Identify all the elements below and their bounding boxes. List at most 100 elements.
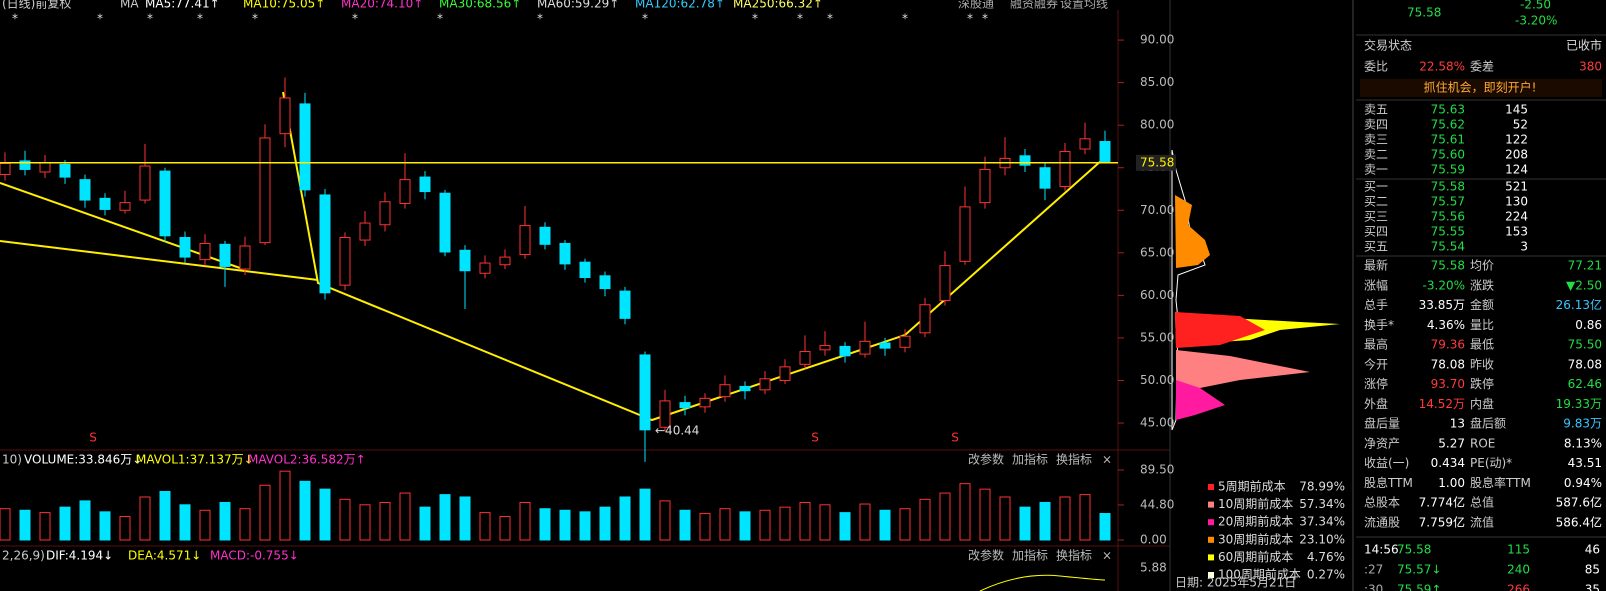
ma-legend: MA60:59.29↑: [537, 0, 619, 11]
y-tick-label: 90.00: [1140, 33, 1174, 47]
stat-label: 盘后额: [1470, 416, 1506, 431]
stat-label: 流值: [1470, 515, 1494, 530]
signal-marker: S: [89, 431, 97, 445]
stat-label: 金额: [1470, 297, 1494, 312]
volume-bar: [599, 506, 611, 541]
candle-body: [239, 245, 251, 270]
stat-label: 换手*: [1364, 318, 1394, 332]
panel-button[interactable]: 换指标: [1056, 548, 1092, 563]
volume-bar: [499, 516, 511, 541]
stat-value: 0.94%: [1564, 476, 1602, 490]
trendline: [282, 91, 1103, 422]
volume-bar: [619, 496, 631, 541]
stat-value: ▼2.50: [1566, 278, 1602, 292]
candle-body: [139, 165, 151, 201]
volume-bar: [359, 504, 371, 541]
v-tick-label: 89.50: [1140, 463, 1174, 477]
legend-value: 23.10%: [1299, 532, 1345, 546]
volume-bar: [339, 498, 351, 541]
stat-label: 股息率TTM: [1470, 475, 1531, 490]
macd-legend: DEA:4.571↓: [128, 549, 201, 563]
stat-label: 量比: [1470, 318, 1494, 332]
volume-bar: [979, 488, 991, 541]
macd-legend: 2,26,9): [2, 549, 45, 563]
stat-label: 涨跌: [1470, 277, 1494, 292]
book-label: 买四: [1364, 225, 1388, 239]
stat-value: 79.36: [1431, 338, 1465, 352]
panel-button[interactable]: 加指标: [1012, 452, 1048, 467]
volume-legend: MAVOL1:37.137万↓: [136, 453, 254, 467]
ma-legend: MA5:77.41↑: [145, 0, 220, 11]
low-annotation: ←40.44: [655, 424, 699, 438]
volume-bar: [1019, 506, 1031, 541]
volume-bar: [139, 496, 151, 541]
panel-button[interactable]: 换指标: [1056, 452, 1092, 467]
panel-button[interactable]: 改参数: [968, 452, 1004, 467]
book-volume: 130: [1505, 195, 1528, 209]
y-tick-label: 70.00: [1140, 203, 1174, 217]
top-button[interactable]: 设置均线: [1060, 0, 1108, 11]
stat-value: 4.36%: [1427, 318, 1465, 332]
volume-bar: [439, 494, 451, 541]
legend-swatch: [1208, 536, 1214, 543]
macd-curve: [979, 574, 1106, 591]
stat-value: 43.51: [1568, 456, 1602, 470]
stat-label: 最新: [1364, 258, 1388, 273]
candle-body: [419, 176, 431, 193]
volume-bar: [119, 516, 131, 541]
book-label: 买三: [1364, 210, 1388, 224]
stat-label: 涨停: [1364, 376, 1388, 391]
volume-legend: VOLUME:33.846万↓: [24, 453, 142, 467]
legend-value: 0.27%: [1307, 568, 1345, 582]
book-volume: 122: [1505, 133, 1528, 147]
promo-bg[interactable]: [1360, 79, 1602, 97]
candle-body: [439, 192, 451, 253]
candle-body: [19, 160, 31, 170]
stat-value: 7.759亿: [1419, 515, 1465, 530]
candle-body: [719, 384, 731, 398]
stat-value: 8.13%: [1564, 436, 1602, 450]
stat-label: 总股本: [1364, 496, 1400, 510]
candle-body: [959, 206, 971, 262]
legend-label: 30周期前成本: [1218, 531, 1293, 546]
legend-swatch: [1208, 484, 1214, 490]
book-volume: 224: [1505, 210, 1528, 224]
candle-body: [579, 261, 591, 279]
panel-button[interactable]: ×: [1102, 453, 1112, 467]
top-button[interactable]: 深股通: [958, 0, 994, 11]
volume-bar: [219, 501, 231, 541]
status-value: 已收市: [1566, 38, 1602, 53]
y-tick-label: 55.00: [1140, 330, 1174, 344]
macd-legend: MACD:-0.755↓: [210, 549, 299, 563]
stat-value: -3.20%: [1423, 278, 1465, 292]
ma-legend: MA120:62.78↑: [635, 0, 725, 11]
ma-legend: MA10:75.05↑: [243, 0, 325, 11]
star-marker: *: [797, 12, 803, 26]
stat-value: 62.46: [1568, 377, 1602, 391]
chip-band: [1175, 312, 1265, 348]
volume-bar: [579, 511, 591, 541]
candle-body: [859, 340, 871, 355]
volume-bar: [939, 492, 951, 541]
panel-button[interactable]: 加指标: [1012, 548, 1048, 563]
book-price: 75.63: [1431, 103, 1465, 117]
volume-bar: [819, 504, 831, 541]
v-tick-label: 44.80: [1140, 497, 1174, 511]
panel-button[interactable]: 改参数: [968, 548, 1004, 563]
star-marker: *: [97, 12, 103, 26]
stat-value: 78.08: [1568, 357, 1602, 371]
top-button[interactable]: 融资融券: [1010, 0, 1058, 11]
promo-link[interactable]: 抓住机会，即刻开户!: [1424, 80, 1537, 95]
candle-body: [79, 179, 91, 201]
volume-bar: [639, 488, 651, 541]
star-marker: *: [12, 12, 18, 26]
legend-label: 100周期前成本: [1218, 567, 1301, 582]
candle-body: [979, 168, 991, 204]
stat-value: 77.21: [1568, 259, 1602, 273]
panel-button[interactable]: ×: [1102, 549, 1112, 563]
candle-body: [539, 226, 551, 245]
chip-date: 日期: 2025年5月21日: [1175, 576, 1296, 590]
stat-value: 7.774亿: [1419, 495, 1465, 510]
